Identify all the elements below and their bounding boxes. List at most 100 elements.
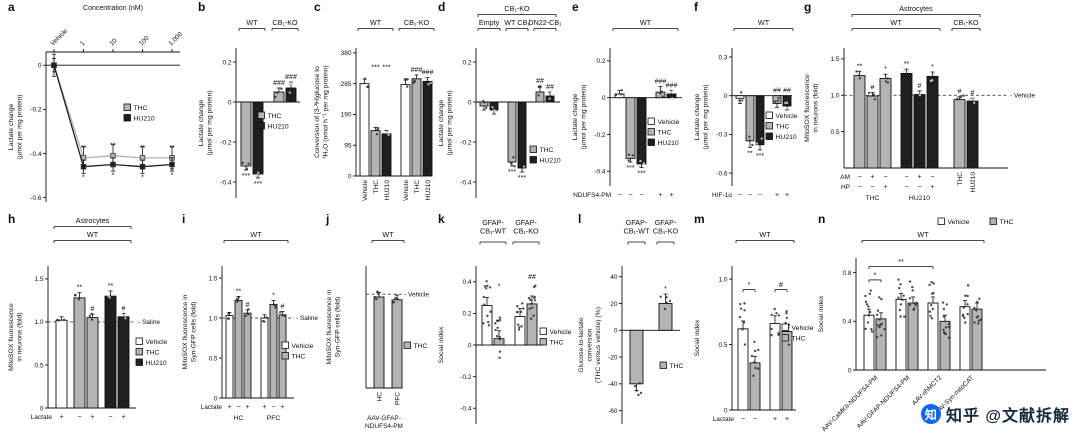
data-point <box>413 79 416 82</box>
y-tick-label: 0 <box>228 99 232 106</box>
data-point <box>973 101 976 104</box>
data-point <box>364 77 367 80</box>
legend-swatch <box>135 337 143 345</box>
x-tick-label: AAV-GFAP-NDUFS4-PM <box>856 374 912 430</box>
significance-label: # <box>971 90 975 97</box>
data-point <box>741 328 744 331</box>
significance-label: *** <box>626 165 634 172</box>
data-point <box>88 314 91 318</box>
data-point <box>486 284 489 287</box>
y-tick-label: 20 <box>610 301 618 308</box>
legend-label: THC <box>1000 219 1014 226</box>
panel-b-chart: 0.2 0 -0.2 -0.4 Lactate change (µmol per mg p… <box>198 18 300 198</box>
bar <box>782 95 792 107</box>
y-tick-label: 1.5 <box>208 275 217 282</box>
data-point <box>777 96 780 100</box>
bar <box>225 315 234 399</box>
data-point <box>966 284 970 287</box>
data-point <box>627 153 631 156</box>
y-tick-label: 1.0 <box>34 319 43 326</box>
data-point <box>614 93 618 97</box>
bar <box>243 312 252 399</box>
bar <box>866 95 879 169</box>
x-axis-title: AAV-GFAP- <box>367 415 401 422</box>
sign-row-label: HIF-1α <box>712 192 732 199</box>
x-group-label: PFC <box>267 415 281 422</box>
data-point <box>931 292 934 295</box>
panel-letter-m: m <box>694 212 705 226</box>
marker-HU210 <box>169 161 175 168</box>
data-point <box>902 69 906 73</box>
legend-swatch <box>257 111 265 119</box>
sign: − <box>738 192 742 199</box>
x-tick-label: THC <box>414 180 421 194</box>
legend-swatch <box>937 217 945 225</box>
data-point <box>668 299 672 303</box>
bar <box>959 306 971 371</box>
data-point <box>864 294 867 298</box>
sign: + <box>121 414 125 421</box>
legend-label: Vehicle <box>146 339 168 346</box>
significance-label: ### <box>411 67 423 74</box>
significance-label: ** <box>898 257 904 266</box>
legend-label: Vehicle <box>792 325 814 332</box>
data-point <box>533 296 536 300</box>
significance-label: ** <box>747 150 753 157</box>
panel-e: e 0.2 0 -0.2 -0.4 Lactate change (µmol per mg … <box>570 0 688 212</box>
data-point <box>423 76 427 79</box>
sign: + <box>785 416 789 423</box>
data-point <box>915 301 918 305</box>
data-point <box>244 314 248 318</box>
sign: − <box>77 414 81 421</box>
legend-label: THC <box>792 335 806 342</box>
data-point <box>280 87 283 91</box>
data-point <box>111 293 115 297</box>
data-point <box>532 314 535 317</box>
data-point <box>522 307 525 310</box>
marker-HU210 <box>139 163 146 170</box>
legend-label: Vehicle <box>776 113 798 120</box>
data-point <box>406 85 409 88</box>
bar <box>234 299 243 399</box>
data-point <box>919 91 922 95</box>
x-group-label: HC <box>234 415 244 422</box>
bar <box>514 316 526 346</box>
significance-label: * <box>82 175 85 182</box>
panel-g: g 1.5 1.0 0.5 MitoSOX fluorescence in neurons… <box>802 0 1052 212</box>
legend-label: THC <box>292 353 306 360</box>
data-point <box>947 336 951 339</box>
data-point <box>392 301 395 304</box>
data-point <box>886 81 890 84</box>
data-point <box>620 89 623 92</box>
sign-row-label: Lactate <box>201 404 223 411</box>
data-point <box>485 106 488 110</box>
y-tick-label: 0 <box>40 405 44 412</box>
sign-row-label: Lactate <box>713 416 735 423</box>
legend-swatch <box>647 117 655 125</box>
bar <box>863 314 875 371</box>
significance-label: ** <box>236 288 242 295</box>
marker-HU210 <box>51 62 57 68</box>
y-axis-title: Lactate change <box>438 100 445 147</box>
bar <box>260 317 269 399</box>
data-point <box>517 323 520 326</box>
data-point <box>775 311 778 315</box>
marker-THC <box>110 152 116 159</box>
bar <box>629 329 644 385</box>
data-point <box>897 278 900 281</box>
significance-label: * <box>748 280 751 289</box>
data-point <box>898 308 902 312</box>
y-axis-title: Glucose-to-lactate <box>578 317 585 372</box>
data-point <box>639 391 643 395</box>
data-point <box>978 297 981 300</box>
data-point <box>962 306 965 309</box>
data-point <box>947 325 951 329</box>
significance-label: ### <box>285 74 297 81</box>
significance-label: ## <box>773 88 781 95</box>
data-point <box>498 318 502 322</box>
data-point <box>880 322 884 326</box>
data-point <box>659 92 662 95</box>
sign: + <box>262 404 266 411</box>
group-header: WT CB₁ <box>504 18 530 27</box>
bar <box>104 295 117 409</box>
